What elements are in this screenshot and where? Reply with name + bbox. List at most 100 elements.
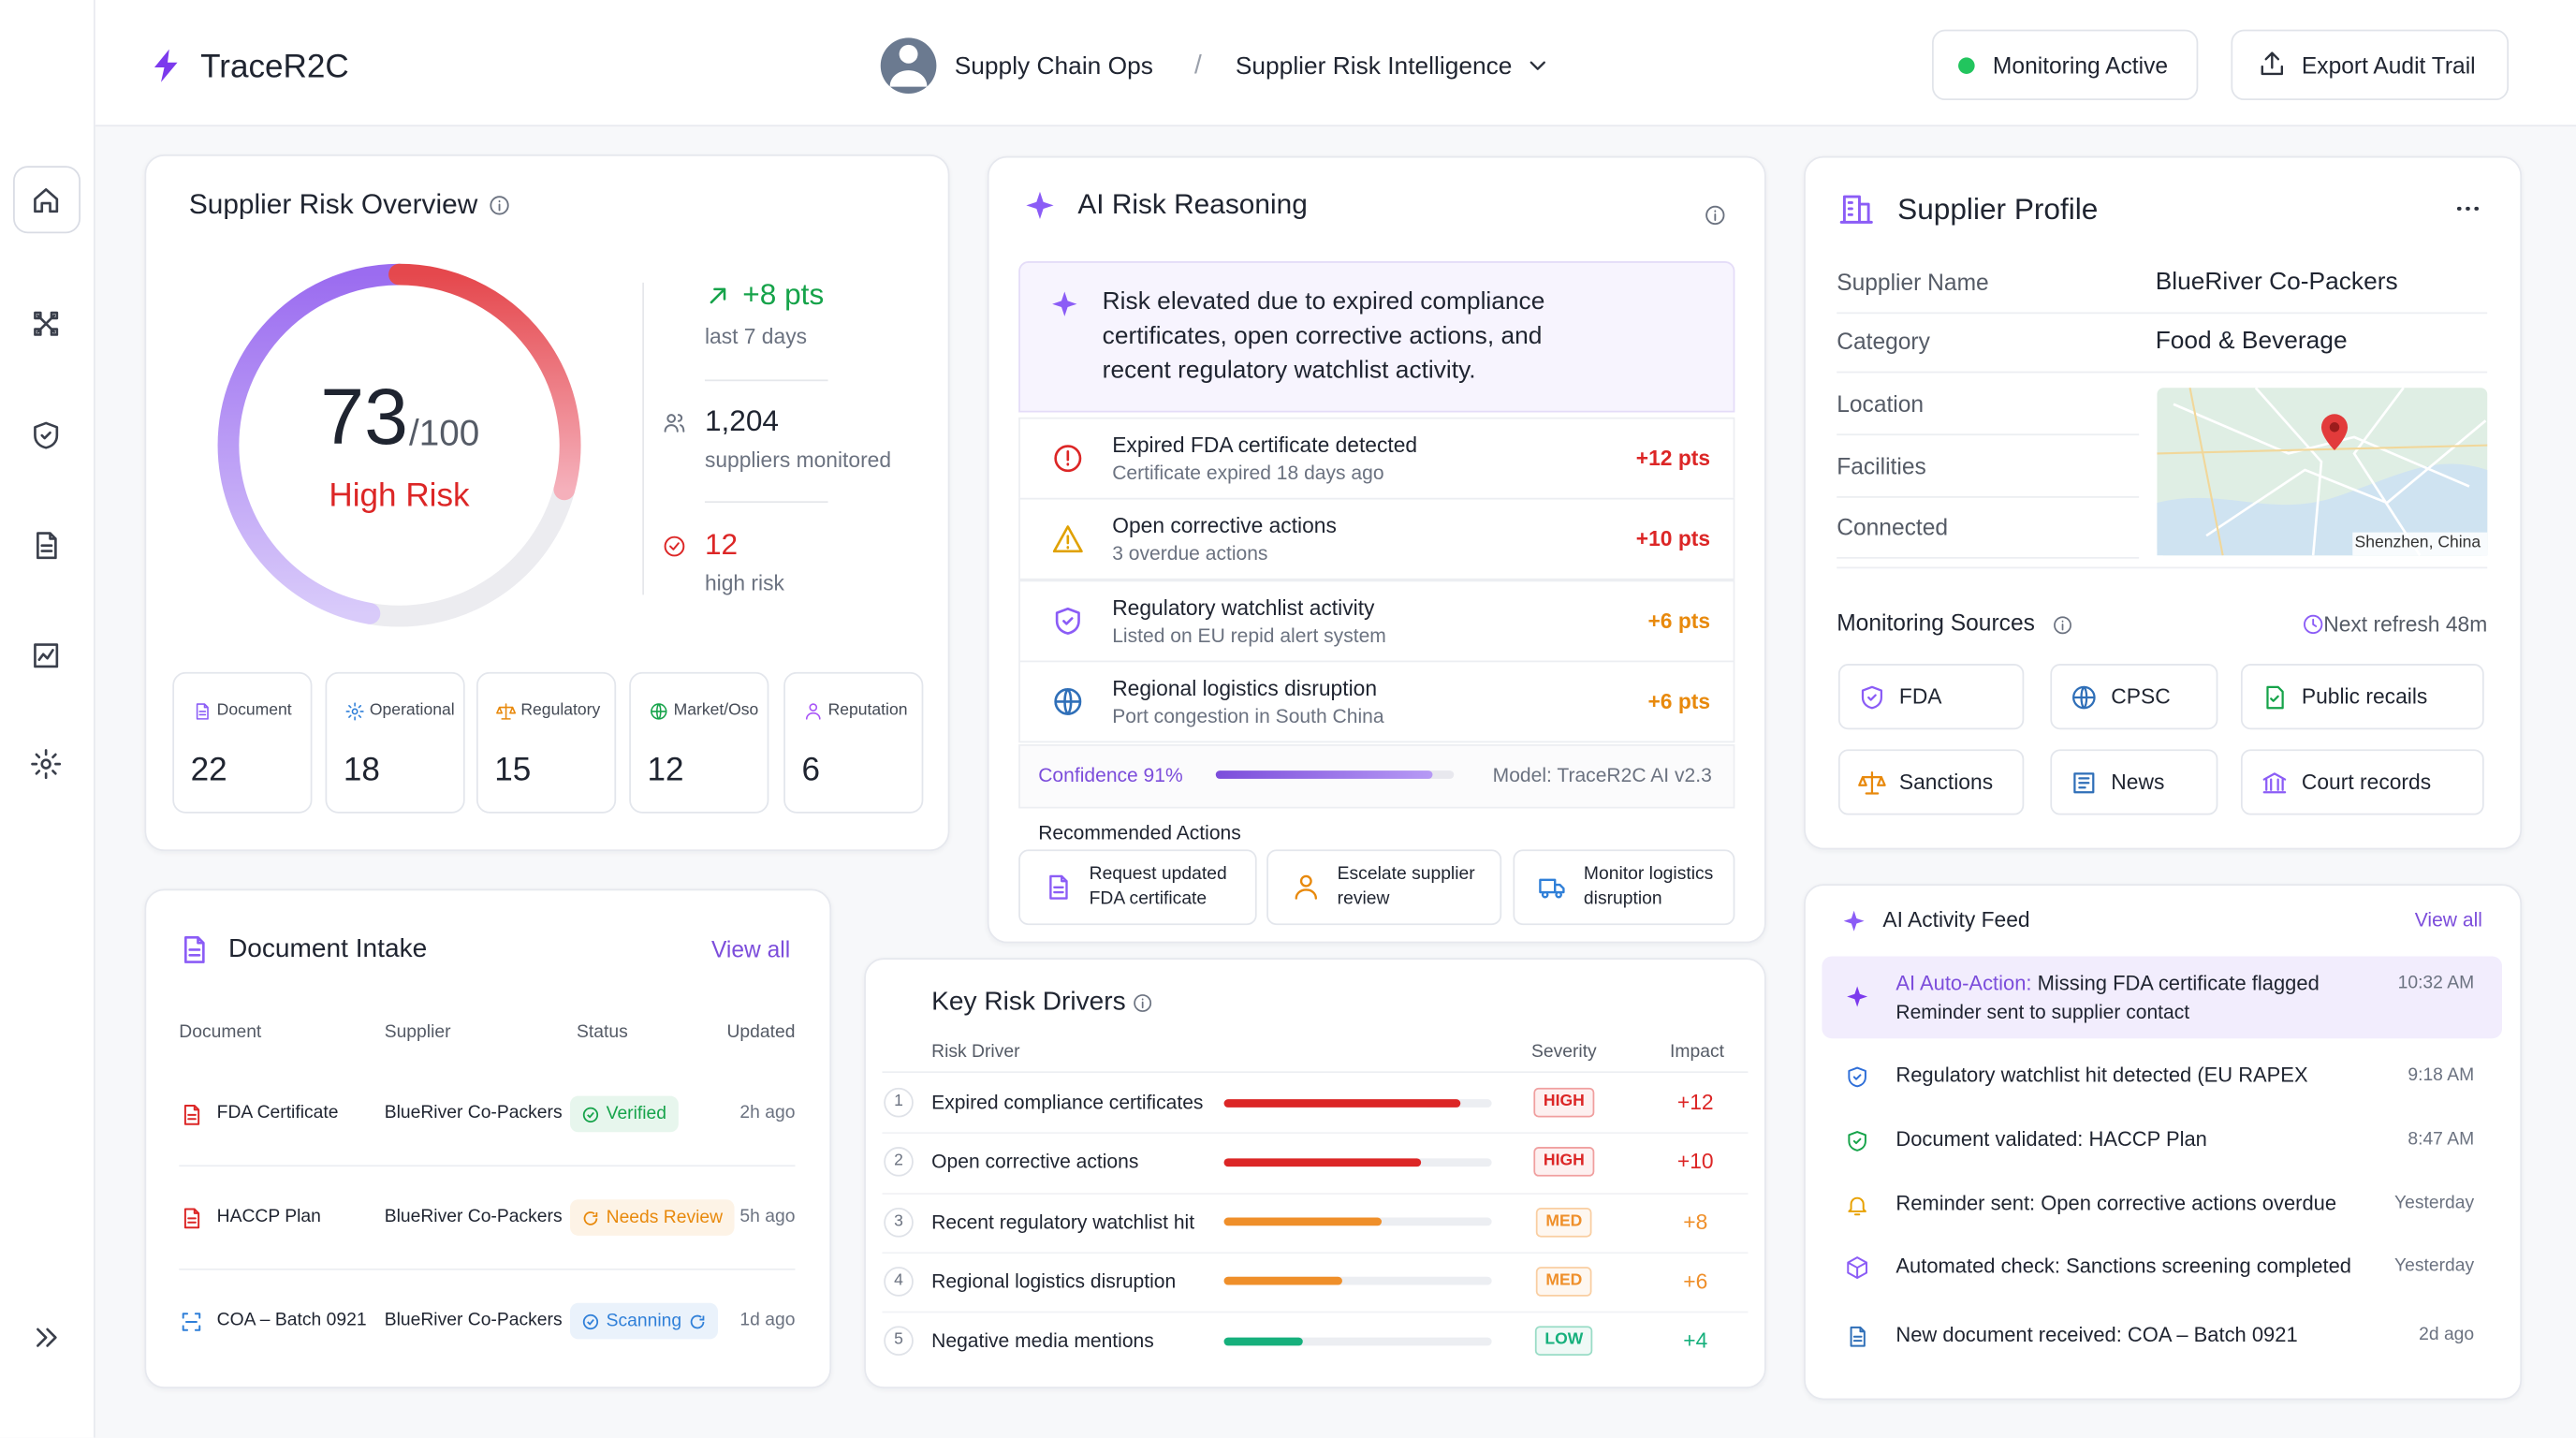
source-icon xyxy=(1857,770,1885,794)
nav-icon xyxy=(37,532,57,560)
sidebar xyxy=(0,0,95,1438)
source-label: Public recails xyxy=(2301,683,2428,709)
high-risk-label: high risk xyxy=(704,570,784,595)
card-title: Supplier Profile xyxy=(1897,192,2099,226)
feed-text: Reminder sent: Open corrective actions o… xyxy=(1895,1192,2337,1215)
driver-name: Negative media mentions xyxy=(931,1328,1154,1353)
rank-circle xyxy=(884,1266,914,1297)
view-name[interactable]: Supplier Risk Intelligence xyxy=(1235,52,1513,81)
model-label: Model: TraceR2C AI v2.3 xyxy=(1492,763,1712,787)
source-label: News xyxy=(2111,769,2165,795)
factor-detail: Certificate expired 18 days ago xyxy=(1112,461,1384,485)
summary-box xyxy=(1018,261,1735,413)
risk-score: 73 xyxy=(320,374,408,462)
category-label: Regulatory xyxy=(520,701,601,720)
ai-icon xyxy=(1842,909,1864,931)
driver-name: Regional logistics disruption xyxy=(931,1269,1177,1293)
info-icon xyxy=(1133,993,1151,1012)
source-tile[interactable] xyxy=(1837,749,2025,815)
status-label: Scanning xyxy=(606,1311,682,1331)
feed-icon xyxy=(1847,1196,1866,1215)
updated-time: 1d ago xyxy=(739,1310,796,1330)
status-pill: Needs Review xyxy=(570,1199,735,1236)
high-risk-icon xyxy=(663,535,684,556)
feed-icon xyxy=(1847,1065,1866,1087)
export-icon xyxy=(2261,51,2284,76)
category-tile[interactable] xyxy=(629,671,769,814)
status-button[interactable] xyxy=(1931,29,2199,101)
nav-icon xyxy=(34,421,59,449)
row-divider xyxy=(882,1132,1749,1135)
nav-active[interactable] xyxy=(13,166,80,234)
impact-value: +10 xyxy=(1676,1149,1714,1175)
nav-icon xyxy=(37,1328,57,1347)
breadcrumb-separator: / xyxy=(1193,51,1202,80)
column-header: Impact xyxy=(1670,1042,1724,1063)
category-tile[interactable] xyxy=(783,671,924,814)
field-label: Supplier Name xyxy=(1837,269,1989,296)
trend-value: +8 pts xyxy=(742,277,825,312)
factor-detail: 3 overdue actions xyxy=(1112,542,1268,566)
impact-bar xyxy=(1223,1277,1342,1286)
field-label: Connected xyxy=(1837,513,1949,540)
category-count: 22 xyxy=(190,752,227,789)
status-pill: Verified xyxy=(570,1095,679,1133)
status-label: Verified xyxy=(606,1104,667,1124)
category-icon xyxy=(805,703,821,720)
category-tile[interactable] xyxy=(476,671,617,814)
category-icon xyxy=(496,703,517,720)
field-divider xyxy=(1837,496,2140,498)
severity-badge: MED xyxy=(1535,1207,1592,1237)
monitored-label: suppliers monitored xyxy=(704,447,892,473)
feed-time: Yesterday xyxy=(2394,1255,2475,1276)
feed-time: 9:18 AM xyxy=(2408,1065,2475,1086)
feed-headline: AI Auto-Action: Missing FDA certificate … xyxy=(1895,972,2319,996)
feed-highlight xyxy=(1822,956,2503,1039)
feed-icon xyxy=(1846,1255,1867,1279)
status-label: Needs Review xyxy=(606,1207,724,1228)
feed-time: 2d ago xyxy=(2419,1325,2475,1345)
category-count: 6 xyxy=(801,752,821,789)
category-tile[interactable] xyxy=(172,671,313,814)
nav-icon xyxy=(31,749,62,780)
row-divider xyxy=(882,1192,1749,1195)
action-icon xyxy=(1539,878,1565,899)
source-tile[interactable] xyxy=(1837,664,2025,730)
factor-row xyxy=(1018,580,1735,662)
impact-value: +4 xyxy=(1683,1328,1708,1354)
card-title: AI Risk Reasoning xyxy=(1077,188,1308,220)
trend-period: last 7 days xyxy=(704,324,808,349)
source-label: FDA xyxy=(1898,683,1942,709)
category-tile[interactable] xyxy=(325,671,465,814)
feed-icon xyxy=(1847,1130,1866,1151)
column-header: Status xyxy=(577,1022,628,1043)
nav-icon xyxy=(34,188,59,213)
factor-impact: +10 pts xyxy=(1635,526,1711,552)
divider xyxy=(704,379,828,382)
severity-badge: HIGH xyxy=(1533,1087,1595,1118)
action-label: Monitor logistics disruption xyxy=(1583,864,1714,909)
action-button[interactable] xyxy=(1266,849,1502,926)
factor-impact: +12 pts xyxy=(1635,445,1711,471)
feed-text: Missing FDA certificate flagged xyxy=(2031,972,2320,995)
action-button[interactable] xyxy=(1513,849,1735,926)
clock-icon xyxy=(2304,614,2323,635)
factor-title: Regulatory watchlist activity xyxy=(1112,594,1375,620)
ai-icon xyxy=(1026,191,1054,220)
export-button[interactable] xyxy=(2231,29,2510,101)
field-divider xyxy=(1837,371,2488,374)
view-all[interactable]: View all xyxy=(2414,908,2482,932)
action-icon xyxy=(1295,874,1318,900)
file-icon xyxy=(183,1104,199,1124)
factor-icon xyxy=(1054,445,1082,473)
row-divider xyxy=(882,1311,1749,1313)
feed-text: New document received: COA – Batch 0921 xyxy=(1895,1323,2298,1347)
confidence-bar xyxy=(1215,770,1433,779)
updated-time: 5h ago xyxy=(739,1206,796,1227)
source-tile[interactable] xyxy=(2050,664,2218,730)
people-icon xyxy=(663,413,684,432)
sources-title: Monitoring Sources xyxy=(1837,609,2035,636)
view-all[interactable]: View all xyxy=(710,935,791,962)
info-icon xyxy=(490,196,509,215)
